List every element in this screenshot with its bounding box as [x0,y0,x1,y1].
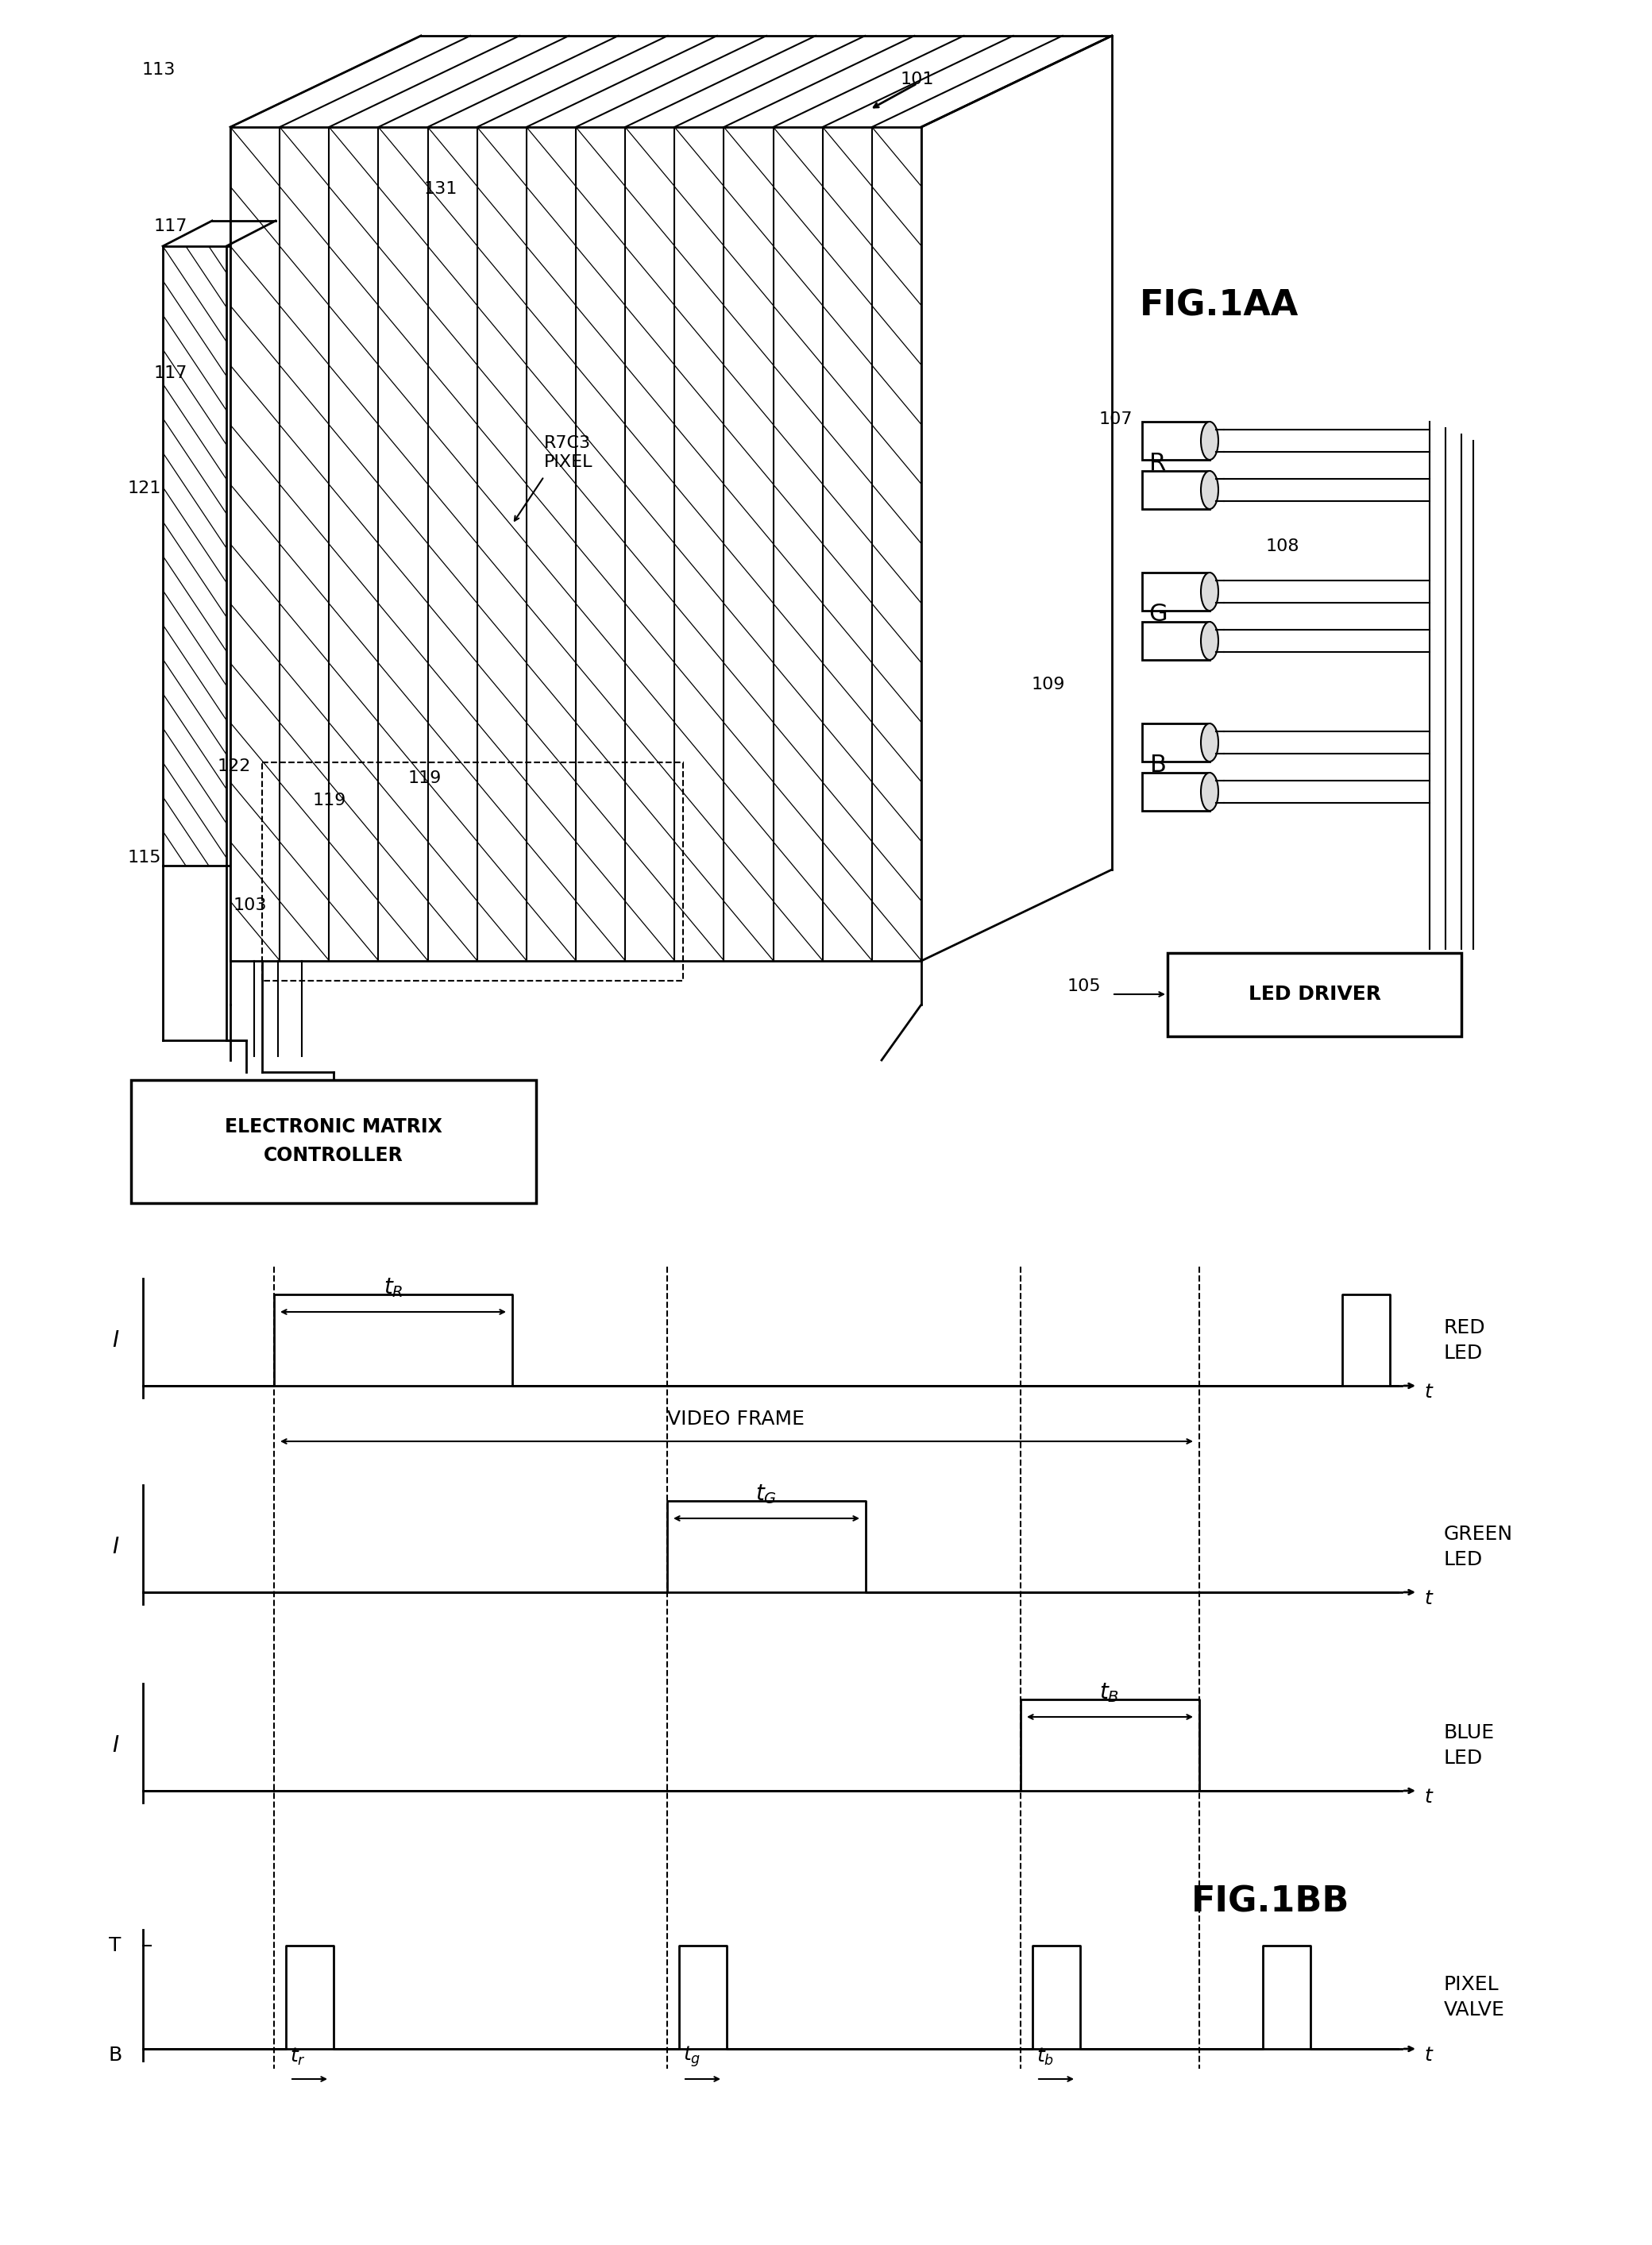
Text: 117: 117 [154,218,188,233]
Polygon shape [477,128,527,961]
Bar [131,1080,537,1203]
Text: 119: 119 [312,792,347,808]
Text: t: t [1424,1787,1432,1807]
Polygon shape [577,128,624,961]
Text: T: T [109,1935,121,1955]
Text: 115: 115 [127,849,162,867]
Polygon shape [329,128,378,961]
Text: FIG.1AA: FIG.1AA [1140,290,1298,323]
Text: G: G [1148,602,1168,626]
Bar [1142,622,1209,660]
Polygon shape [527,128,577,961]
Text: R: R [1150,451,1166,474]
Ellipse shape [1201,622,1219,660]
Text: GREEN
LED: GREEN LED [1444,1524,1513,1569]
Ellipse shape [1201,723,1219,761]
Text: FIG.1BB: FIG.1BB [1191,1886,1350,1919]
Bar [1142,723,1209,761]
Ellipse shape [1201,772,1219,810]
Text: 119: 119 [408,770,441,786]
Polygon shape [773,128,823,961]
Bar [1142,772,1209,810]
Text: ELECTRONIC MATRIX: ELECTRONIC MATRIX [225,1118,443,1136]
Polygon shape [624,128,674,961]
Text: LED DRIVER: LED DRIVER [1249,986,1381,1004]
Text: I: I [112,1735,119,1756]
Text: $t_B$: $t_B$ [1100,1682,1120,1704]
Bar [1142,471,1209,510]
Polygon shape [872,128,922,961]
Text: $t_g$: $t_g$ [682,2045,700,2070]
Text: VIDEO FRAME: VIDEO FRAME [667,1410,805,1428]
Text: $t_R$: $t_R$ [383,1277,403,1300]
Text: PIXEL
VALVE: PIXEL VALVE [1444,1976,1505,2018]
Bar [1142,572,1209,611]
Text: 108: 108 [1265,539,1300,555]
Text: B: B [1150,754,1166,777]
Bar [1142,422,1209,460]
Polygon shape [378,128,428,961]
Polygon shape [823,128,872,961]
Ellipse shape [1201,572,1219,611]
Text: t: t [1424,1383,1432,1401]
Text: 107: 107 [1099,411,1133,427]
Text: 109: 109 [1031,676,1066,691]
Text: I: I [112,1329,119,1351]
Text: 117: 117 [154,366,188,382]
Text: $t_r$: $t_r$ [289,2047,306,2068]
Polygon shape [724,128,773,961]
Text: RED
LED: RED LED [1444,1318,1485,1363]
Text: I: I [112,1536,119,1558]
Polygon shape [674,128,724,961]
Ellipse shape [1201,422,1219,460]
Text: 101: 101 [900,72,935,88]
Bar [1168,952,1462,1037]
Text: t: t [1424,1589,1432,1607]
Text: t: t [1424,2045,1432,2065]
Text: 121: 121 [127,480,162,496]
Text: BLUE
LED: BLUE LED [1444,1724,1495,1767]
Text: 131: 131 [425,182,458,198]
Polygon shape [279,128,329,961]
Bar [263,763,682,981]
Text: $t_b$: $t_b$ [1036,2047,1054,2068]
Text: 103: 103 [233,898,268,914]
Polygon shape [230,128,279,961]
Text: CONTROLLER: CONTROLLER [264,1145,403,1165]
Text: B: B [109,2045,122,2065]
Polygon shape [428,128,477,961]
Text: R7C3
PIXEL: R7C3 PIXEL [544,436,593,469]
Ellipse shape [1201,471,1219,510]
Text: $t_G$: $t_G$ [755,1484,776,1506]
Text: 105: 105 [1067,979,1100,995]
Text: 122: 122 [218,759,251,775]
Text: 113: 113 [142,63,175,79]
